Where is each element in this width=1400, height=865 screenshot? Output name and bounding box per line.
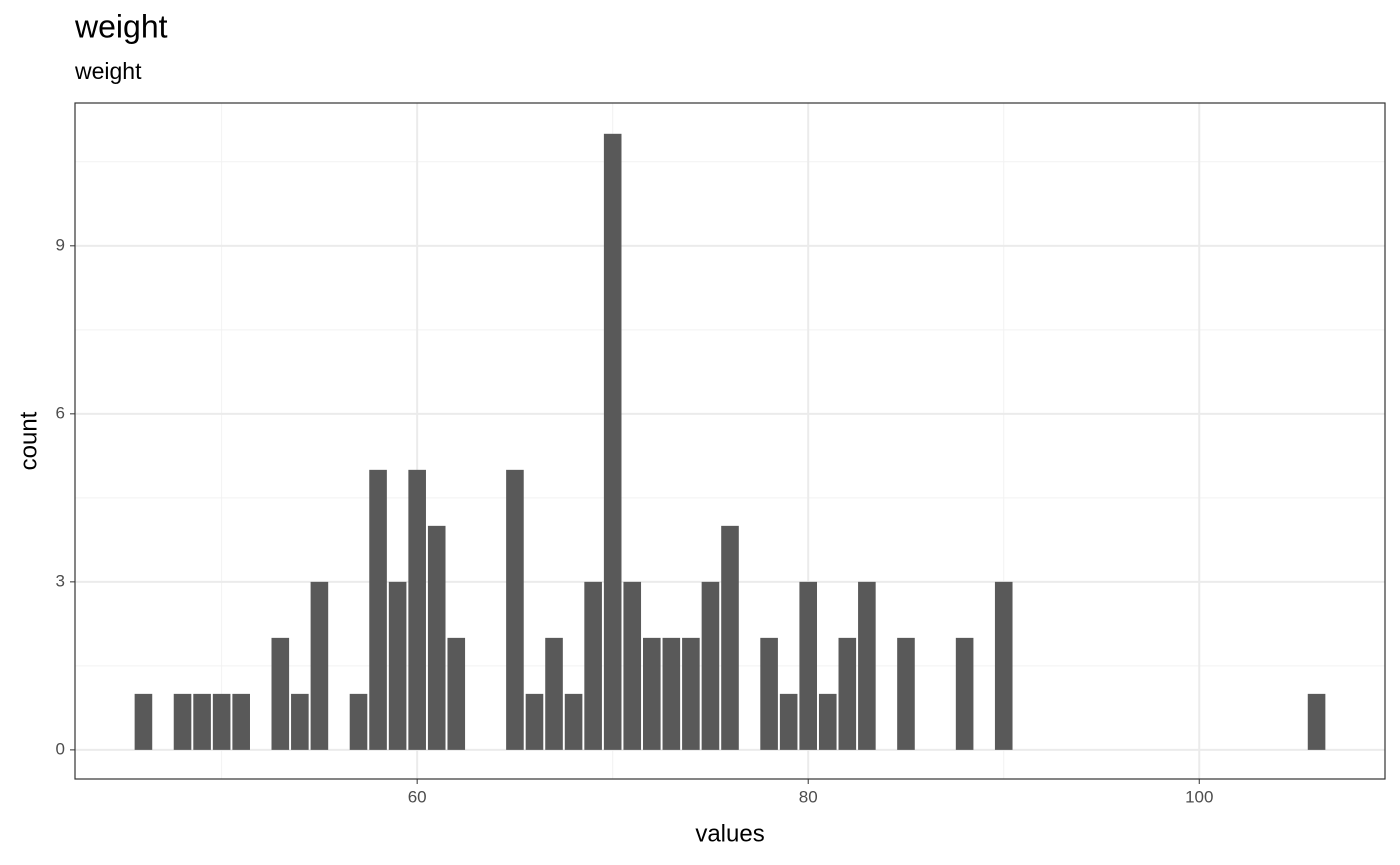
bar [545, 637, 563, 750]
bar [388, 581, 407, 750]
bar [623, 581, 642, 750]
bar [447, 637, 466, 750]
bar [760, 637, 778, 750]
chart-title: weight [74, 8, 168, 44]
bar [858, 581, 876, 750]
bar [642, 637, 661, 750]
bar [955, 637, 974, 750]
bar [173, 693, 192, 750]
bar [134, 693, 153, 750]
plot-border [74, 102, 1386, 780]
bar [603, 133, 622, 750]
x-tick-label: 60 [408, 787, 427, 806]
x-tick-label: 80 [799, 787, 818, 806]
bar [897, 637, 915, 750]
y-tick-label: 6 [56, 403, 65, 422]
chart-subtitle: weight [74, 58, 142, 84]
bar [838, 637, 857, 750]
bar [310, 581, 329, 750]
bar [721, 525, 739, 750]
y-axis-label: count [15, 411, 42, 470]
bar [662, 637, 681, 750]
bar [427, 525, 446, 750]
bar [369, 469, 387, 750]
bar [701, 581, 720, 750]
y-tick-label: 3 [56, 571, 65, 590]
bar [193, 693, 211, 750]
bar [212, 693, 231, 750]
bar [682, 637, 700, 750]
bar [291, 693, 309, 750]
bar [271, 637, 290, 750]
y-tick-label: 9 [56, 235, 65, 254]
bar [564, 693, 583, 750]
x-tick-label: 100 [1185, 787, 1213, 806]
bar [779, 693, 798, 750]
bar [232, 693, 250, 750]
bar [408, 469, 426, 750]
bar [584, 581, 602, 750]
y-tick-label: 0 [56, 739, 65, 758]
bar [525, 693, 544, 750]
bar [799, 581, 818, 750]
bar [1307, 693, 1326, 750]
bar [506, 469, 524, 750]
bar [818, 693, 837, 750]
bar [349, 693, 368, 750]
bar [994, 581, 1013, 750]
x-axis-label: values [695, 820, 764, 847]
